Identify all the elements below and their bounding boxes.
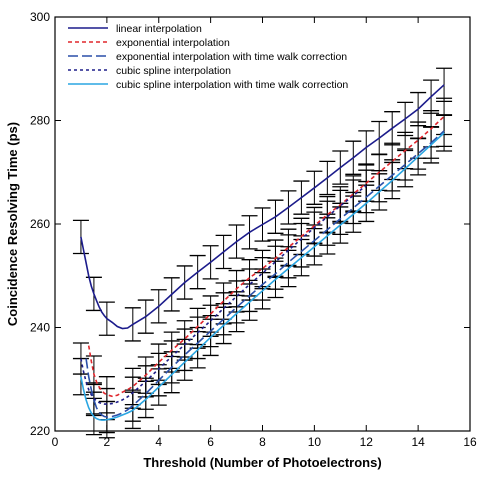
- x-tick-label: 16: [463, 435, 477, 449]
- y-tick-label: 300: [30, 10, 50, 24]
- legend-label: exponential interpolation with time walk…: [116, 51, 347, 63]
- y-axis-title: Coincidence Resolving Time (ps): [5, 122, 20, 326]
- y-tick-label: 220: [30, 424, 50, 438]
- x-tick-label: 14: [411, 435, 425, 449]
- x-tick-label: 4: [155, 435, 162, 449]
- legend-label: cubic spline interpolation: [116, 65, 231, 77]
- x-tick-label: 12: [360, 435, 374, 449]
- y-tick-label: 260: [30, 217, 50, 231]
- series-line-3: [85, 130, 445, 418]
- legend-label: cubic spline interpolation with time wal…: [116, 79, 348, 91]
- x-tick-label: 0: [52, 435, 59, 449]
- x-axis-title: Threshold (Number of Photoelectrons): [143, 455, 381, 470]
- series-line-1: [80, 84, 445, 330]
- x-tick-label: 6: [207, 435, 214, 449]
- legend-label: linear interpolation: [116, 23, 202, 35]
- legend: linear interpolation exponential interpol…: [68, 23, 348, 91]
- series-line-5: [80, 132, 445, 421]
- y-tick-label: 240: [30, 321, 50, 335]
- axes: 0 2 4 6 8 10 12 14 16 220 240 260 280 300: [30, 10, 477, 449]
- x-tick-label: 2: [104, 435, 111, 449]
- legend-label: exponential interpolation: [116, 37, 230, 49]
- series-line-2: [87, 115, 445, 398]
- y-tick-label: 280: [30, 114, 50, 128]
- x-tick-label: 8: [259, 435, 266, 449]
- series-lines: [80, 84, 445, 421]
- series-line-4: [80, 185, 367, 405]
- x-tick-label: 10: [308, 435, 322, 449]
- error-bars: [72, 67, 453, 439]
